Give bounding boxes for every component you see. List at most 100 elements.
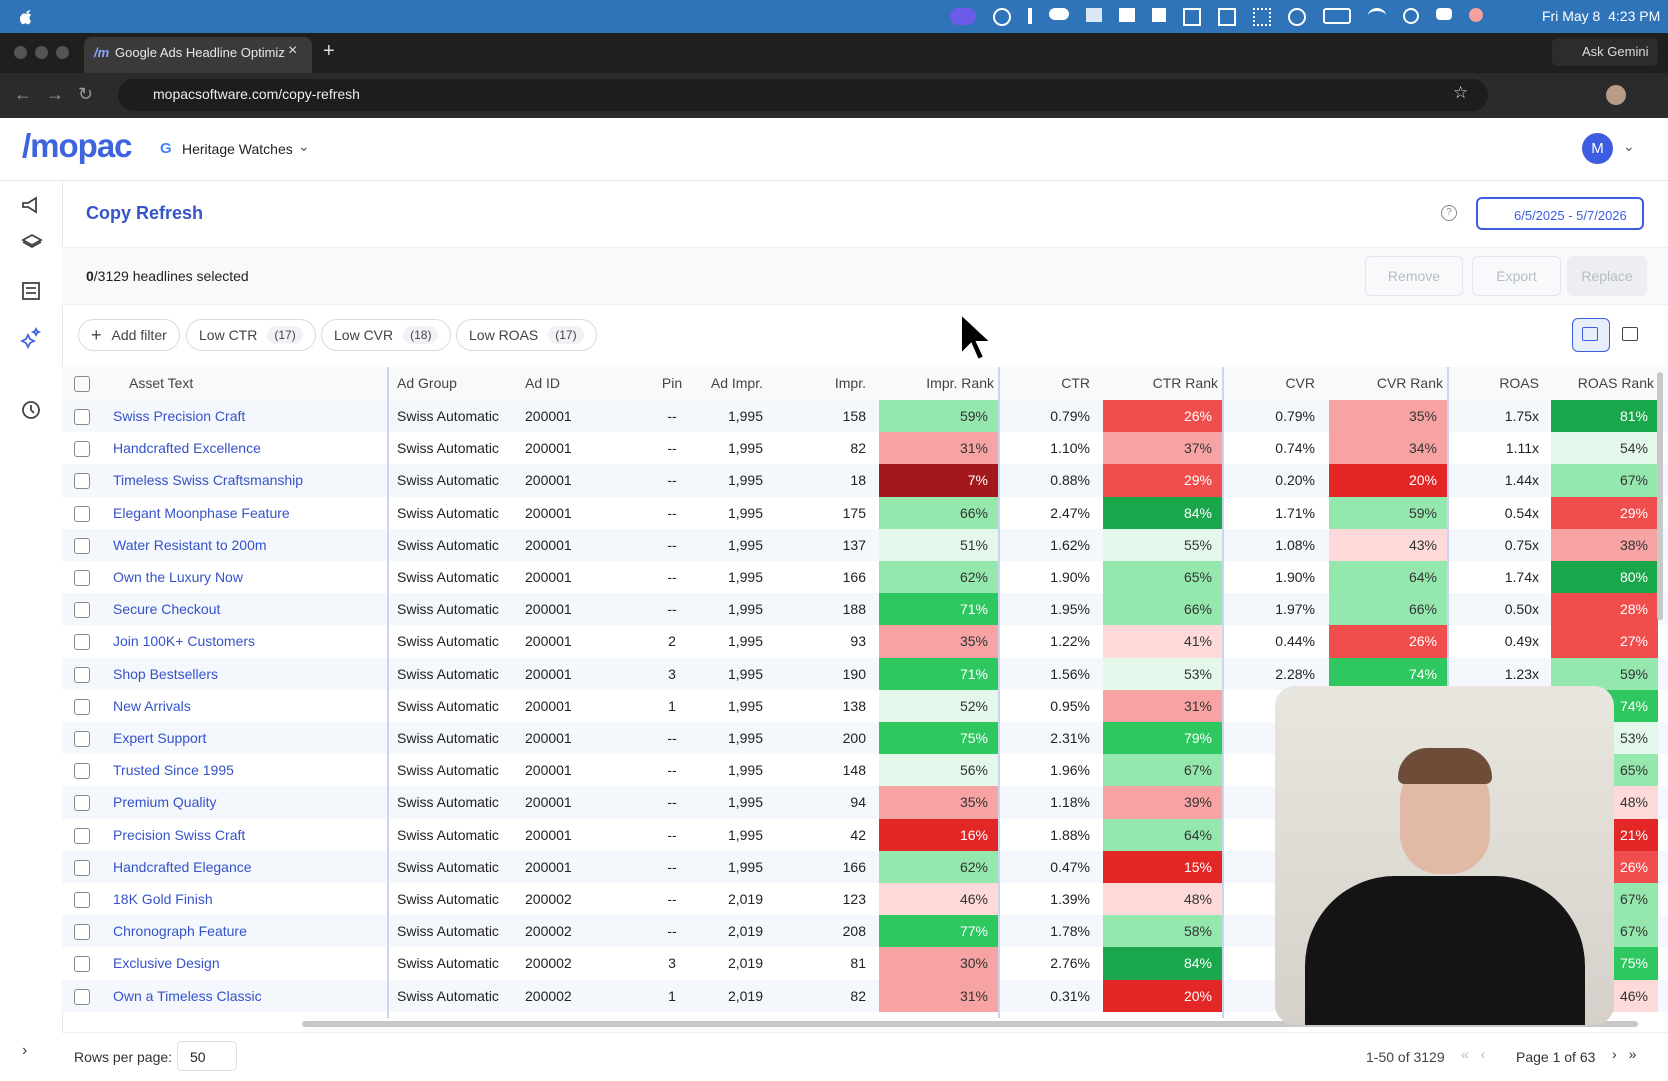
row-checkbox[interactable] xyxy=(74,924,90,941)
export-button[interactable]: Export xyxy=(1472,256,1561,296)
cell[interactable]: Timeless Swiss Craftsmanship xyxy=(113,472,304,489)
rank-cell: 27% xyxy=(1551,625,1658,658)
cell: 18 xyxy=(850,472,866,489)
ask-gemini[interactable]: Ask Gemini xyxy=(1552,38,1658,66)
row-checkbox[interactable] xyxy=(74,666,90,683)
date-picker[interactable]: 6/5/2025 - 5/7/2026 xyxy=(1476,197,1644,230)
cell[interactable]: Swiss Precision Craft xyxy=(113,408,246,424)
header-checkbox[interactable] xyxy=(74,376,90,392)
column-header[interactable]: Ad Impr. xyxy=(710,375,763,391)
row-checkbox[interactable] xyxy=(74,441,90,458)
account-name[interactable]: Heritage Watches xyxy=(182,141,293,157)
cell[interactable]: Chronograph Feature xyxy=(113,923,247,940)
rank-cell: 62% xyxy=(879,850,998,883)
replace-button[interactable]: Replace xyxy=(1567,256,1647,296)
cell[interactable]: Trusted Since 1995 xyxy=(113,762,234,779)
tab-close[interactable]: × xyxy=(288,42,298,59)
add-filter[interactable]: + Add filter xyxy=(78,319,180,351)
row-checkbox[interactable] xyxy=(74,602,90,619)
next-buttons[interactable]: ›» xyxy=(1612,1046,1649,1062)
v-scrollbar[interactable] xyxy=(1657,372,1663,620)
column-header[interactable]: ROAS xyxy=(1499,375,1539,391)
rank-cell: 7% xyxy=(879,464,998,497)
column-header[interactable]: Ad ID xyxy=(525,375,561,391)
cell[interactable]: Handcrafted Excellence xyxy=(113,440,261,457)
cell[interactable]: Precision Swiss Craft xyxy=(113,826,246,843)
expand-sidebar[interactable]: › xyxy=(22,1042,28,1059)
prev-buttons[interactable]: «‹ xyxy=(1461,1046,1498,1062)
rank-cell: 75% xyxy=(879,722,998,755)
rank-cell: 55% xyxy=(1103,528,1222,561)
cell: 1.11x xyxy=(1505,440,1539,457)
row-checkbox[interactable] xyxy=(74,634,90,651)
row-checkbox[interactable] xyxy=(74,409,90,425)
view-toggle-active[interactable] xyxy=(1572,318,1610,352)
cell[interactable]: New Arrivals xyxy=(113,697,191,714)
cell: 158 xyxy=(842,408,866,424)
row-checkbox[interactable] xyxy=(74,537,90,554)
row-checkbox[interactable] xyxy=(74,731,90,747)
column-header[interactable]: ROAS Rank xyxy=(1577,375,1654,391)
help-icon[interactable]: ? xyxy=(1441,205,1457,221)
cell: 200 xyxy=(842,730,866,746)
cell[interactable]: Premium Quality xyxy=(113,794,217,811)
row-checkbox[interactable] xyxy=(74,827,90,844)
cell[interactable]: Own a Timeless Classic xyxy=(113,987,262,1004)
cell[interactable]: Exclusive Design xyxy=(113,955,220,972)
profile[interactable] xyxy=(1606,85,1626,105)
row-checkbox[interactable] xyxy=(74,956,90,973)
cell[interactable]: Secure Checkout xyxy=(113,601,221,618)
rank-cell: 43% xyxy=(1329,528,1447,561)
row-checkbox[interactable] xyxy=(74,859,90,876)
account-caret: ⌄ xyxy=(298,138,310,154)
cell: 200002 xyxy=(525,923,572,940)
cell: 1,995 xyxy=(727,665,763,682)
cell[interactable]: Own the Luxury Now xyxy=(113,569,243,585)
page-size[interactable]: 50 xyxy=(177,1041,237,1071)
row-checkbox[interactable] xyxy=(74,795,90,812)
filter-chip[interactable]: Low ROAS (17) xyxy=(456,319,597,351)
cell: 1.39% xyxy=(1050,891,1090,907)
filter-chip[interactable]: Low CTR (17) xyxy=(186,319,316,351)
row-checkbox[interactable] xyxy=(74,988,90,1005)
column-divider xyxy=(998,367,1000,1018)
nav-buttons[interactable]: ←→↻ xyxy=(14,84,108,104)
row-checkbox[interactable] xyxy=(74,892,90,908)
column-header[interactable]: Ad Group xyxy=(397,375,457,391)
bookmark-star[interactable]: ☆ xyxy=(1453,83,1469,102)
filter-chip[interactable]: Low CVR (18) xyxy=(321,319,452,351)
row-checkbox[interactable] xyxy=(74,473,90,490)
column-header[interactable]: CTR Rank xyxy=(1152,375,1218,391)
column-header[interactable]: Asset Text xyxy=(129,375,194,391)
url-bar[interactable] xyxy=(118,79,1488,111)
cell[interactable]: 18K Gold Finish xyxy=(113,891,213,907)
cell: Swiss Automatic xyxy=(397,536,499,553)
row-checkbox[interactable] xyxy=(74,570,90,586)
cell[interactable]: Expert Support xyxy=(113,730,207,746)
cell: 1,995 xyxy=(727,408,763,424)
row-checkbox[interactable] xyxy=(74,698,90,715)
column-header[interactable]: Impr. Rank xyxy=(926,375,994,391)
cell[interactable]: Water Resistant to 200m xyxy=(113,536,267,553)
row-checkbox[interactable] xyxy=(74,505,90,522)
column-header[interactable]: CTR xyxy=(1061,375,1090,391)
tab[interactable] xyxy=(84,37,312,73)
cell: 1,995 xyxy=(727,601,763,618)
cell[interactable]: Elegant Moonphase Feature xyxy=(113,504,290,521)
filter-count: (17) xyxy=(267,326,303,344)
column-header[interactable]: CVR Rank xyxy=(1376,375,1443,391)
remove-button[interactable]: Remove xyxy=(1365,256,1463,296)
column-header[interactable]: Pin xyxy=(661,375,683,391)
row-checkbox[interactable] xyxy=(74,763,90,780)
column-header[interactable]: Impr. xyxy=(834,375,866,391)
cell: -- xyxy=(667,826,677,843)
cell[interactable]: Join 100K+ Customers xyxy=(113,633,256,650)
cell[interactable]: Shop Bestsellers xyxy=(113,665,219,682)
column-header[interactable]: CVR xyxy=(1285,375,1315,391)
new-tab[interactable]: + xyxy=(323,40,335,62)
google-icon: G xyxy=(160,140,172,157)
view-toggle[interactable] xyxy=(1622,327,1638,341)
avatar[interactable]: M xyxy=(1582,133,1613,164)
cell[interactable]: Handcrafted Elegance xyxy=(113,858,252,875)
h-scrollbar[interactable] xyxy=(302,1021,1638,1027)
